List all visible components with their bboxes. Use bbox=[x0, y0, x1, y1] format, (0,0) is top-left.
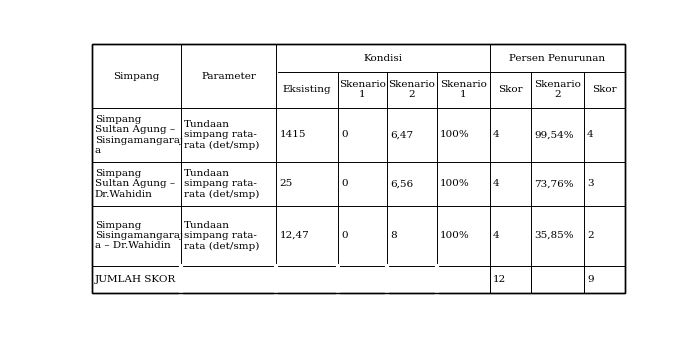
Text: 100%: 100% bbox=[440, 231, 470, 240]
Text: Parameter: Parameter bbox=[201, 72, 256, 80]
Text: 12,47: 12,47 bbox=[280, 231, 309, 240]
Text: Simpang
Sultan Agung –
Sisingamangaraj
a: Simpang Sultan Agung – Sisingamangaraj a bbox=[95, 115, 183, 155]
Text: Eksisting: Eksisting bbox=[282, 85, 331, 94]
Text: Simpang
Sultan Agung –
Dr.Wahidin: Simpang Sultan Agung – Dr.Wahidin bbox=[95, 169, 175, 199]
Text: Kondisi: Kondisi bbox=[363, 54, 403, 63]
Text: Tundaan
simpang rata-
rata (det/smp): Tundaan simpang rata- rata (det/smp) bbox=[185, 169, 259, 199]
Text: 2: 2 bbox=[587, 231, 593, 240]
Text: 12: 12 bbox=[493, 275, 506, 284]
Text: 4: 4 bbox=[493, 231, 500, 240]
Text: 6,47: 6,47 bbox=[391, 130, 414, 139]
Text: Persen Penurunan: Persen Penurunan bbox=[509, 54, 605, 63]
Text: Skor: Skor bbox=[498, 85, 523, 94]
Text: Skor: Skor bbox=[592, 85, 617, 94]
Text: 8: 8 bbox=[391, 231, 397, 240]
Text: 6,56: 6,56 bbox=[391, 179, 414, 188]
Text: Skenario
2: Skenario 2 bbox=[389, 80, 435, 99]
Text: 0: 0 bbox=[341, 179, 347, 188]
Text: 0: 0 bbox=[341, 231, 347, 240]
Text: JUMLAH SKOR: JUMLAH SKOR bbox=[95, 275, 176, 284]
Text: 73,76%: 73,76% bbox=[534, 179, 574, 188]
Text: 9: 9 bbox=[587, 275, 593, 284]
Text: 99,54%: 99,54% bbox=[534, 130, 574, 139]
Text: Tundaan
simpang rata-
rata (det/smp): Tundaan simpang rata- rata (det/smp) bbox=[185, 221, 259, 250]
Text: 4: 4 bbox=[587, 130, 593, 139]
Text: 100%: 100% bbox=[440, 130, 470, 139]
Text: 3: 3 bbox=[587, 179, 593, 188]
Text: 4: 4 bbox=[493, 130, 500, 139]
Text: 4: 4 bbox=[493, 179, 500, 188]
Text: 100%: 100% bbox=[440, 179, 470, 188]
Text: Skenario
1: Skenario 1 bbox=[440, 80, 487, 99]
Text: Skenario
2: Skenario 2 bbox=[534, 80, 581, 99]
Text: 25: 25 bbox=[280, 179, 293, 188]
Text: Simpang: Simpang bbox=[113, 72, 159, 80]
Text: 35,85%: 35,85% bbox=[534, 231, 574, 240]
Text: Skenario
1: Skenario 1 bbox=[339, 80, 386, 99]
Text: 1415: 1415 bbox=[280, 130, 306, 139]
Text: 0: 0 bbox=[341, 130, 347, 139]
Text: Simpang
Sisingamangaraj
a – Dr.Wahidin: Simpang Sisingamangaraj a – Dr.Wahidin bbox=[95, 221, 183, 250]
Text: Tundaan
simpang rata-
rata (det/smp): Tundaan simpang rata- rata (det/smp) bbox=[185, 120, 259, 150]
